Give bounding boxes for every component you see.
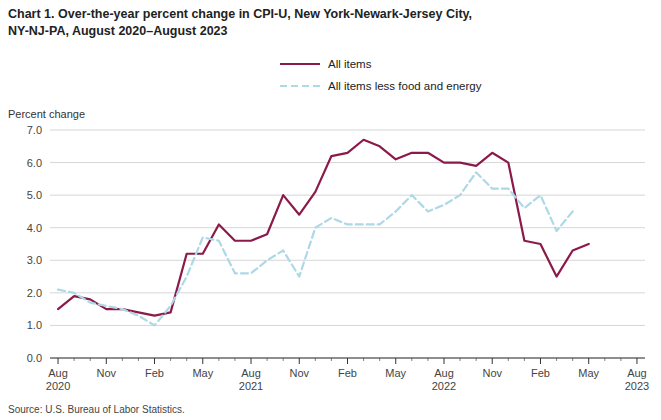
x-tick xyxy=(106,358,107,364)
legend-entry: All items less food and energy xyxy=(328,80,482,92)
grid-line xyxy=(50,325,645,326)
x-tick xyxy=(620,358,621,361)
grid-line xyxy=(50,260,645,261)
series-group xyxy=(58,140,589,326)
series-line xyxy=(58,172,573,325)
chart: Chart 1. Over-the-year percent change in… xyxy=(0,0,661,420)
x-tick-label: Feb xyxy=(145,367,164,379)
x-tick xyxy=(395,358,396,364)
x-tick xyxy=(556,358,557,361)
grid-line xyxy=(50,195,645,196)
x-tick xyxy=(202,358,203,364)
x-tick xyxy=(347,358,348,364)
x-tick-label: Aug2020 xyxy=(46,367,70,392)
x-tick xyxy=(251,358,252,364)
x-tick xyxy=(443,358,444,364)
x-tick xyxy=(411,358,412,361)
x-tick xyxy=(267,358,268,361)
x-tick-label: Feb xyxy=(338,367,357,379)
y-axis-label: Percent change xyxy=(8,108,85,120)
source: Source: U.S. Bureau of Labor Statistics. xyxy=(8,404,185,415)
x-tick-label: May xyxy=(385,367,406,379)
x-tick-label: May xyxy=(578,367,599,379)
x-tick xyxy=(138,358,139,361)
subtitle: NY-NJ-PA, August 2020–August 2023 xyxy=(8,24,228,38)
x-tick xyxy=(234,358,235,361)
x-tick xyxy=(427,358,428,361)
x-tick xyxy=(588,358,589,364)
series-line xyxy=(58,140,589,316)
x-tick xyxy=(379,358,380,361)
x-tick-label: Aug2021 xyxy=(239,367,263,392)
x-tick xyxy=(154,358,155,364)
x-tick xyxy=(218,358,219,361)
x-tick xyxy=(315,358,316,361)
x-tick xyxy=(299,358,300,364)
x-tick xyxy=(74,358,75,361)
x-tick-label: Aug2022 xyxy=(432,367,456,392)
x-tick xyxy=(508,358,509,361)
y-tick-label: 5.0 xyxy=(27,189,42,201)
x-tick xyxy=(186,358,187,361)
x-tick xyxy=(122,358,123,361)
x-tick-label: May xyxy=(192,367,213,379)
y-axis: 0.0 1.0 2.0 3.0 4.0 5.0 6.0 7.0 xyxy=(27,124,645,364)
legend-entry: All items xyxy=(328,58,372,70)
x-tick-label: Nov xyxy=(289,367,309,379)
grid-line xyxy=(50,130,645,131)
x-tick xyxy=(58,358,59,364)
y-tick-label: 6.0 xyxy=(27,157,42,169)
x-tick-label: Nov xyxy=(97,367,117,379)
x-tick xyxy=(331,358,332,361)
x-tick xyxy=(363,358,364,361)
x-axis: Aug2020 Nov Feb May Aug2021 Nov Feb May Aug2022 N… xyxy=(46,358,649,392)
x-tick xyxy=(460,358,461,361)
y-tick-label: 1.0 xyxy=(27,319,42,331)
x-tick xyxy=(283,358,284,361)
y-tick-label: 7.0 xyxy=(27,124,42,136)
grid-line xyxy=(50,292,645,293)
y-tick-label: 2.0 xyxy=(27,287,42,299)
x-tick xyxy=(604,358,605,361)
x-tick-label: Aug2023 xyxy=(625,367,649,392)
x-tick xyxy=(572,358,573,361)
x-tick xyxy=(524,358,525,361)
y-tick-label: 0.0 xyxy=(27,352,42,364)
legend-swatch xyxy=(280,85,320,87)
x-tick-label: Feb xyxy=(531,367,550,379)
x-tick xyxy=(492,358,493,364)
title: Chart 1. Over-the-year percent change in… xyxy=(8,7,472,21)
x-tick xyxy=(540,358,541,364)
legend: All items All items less food and energy xyxy=(280,58,482,92)
x-tick xyxy=(170,358,171,361)
y-tick-label: 3.0 xyxy=(27,254,42,266)
x-tick xyxy=(90,358,91,361)
grid-line xyxy=(50,162,645,163)
y-tick-label: 4.0 xyxy=(27,222,42,234)
x-tick xyxy=(636,358,637,364)
legend-swatch xyxy=(280,63,320,65)
x-tick xyxy=(476,358,477,361)
x-tick-label: Nov xyxy=(482,367,502,379)
